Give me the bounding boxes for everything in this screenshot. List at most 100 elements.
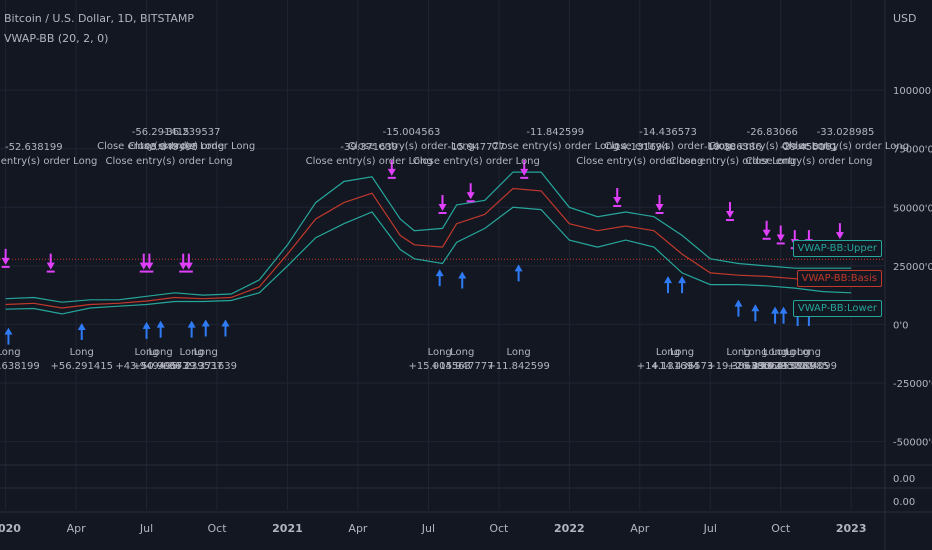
- close-value: -26.83066: [747, 127, 798, 138]
- x-tick-label: Apr: [67, 522, 87, 535]
- x-tick-label: Oct: [208, 522, 228, 535]
- indicator-title: VWAP-BB (20, 2, 0): [4, 32, 109, 45]
- long-entry-arrow: [751, 304, 760, 322]
- long-entry-arrow: [678, 276, 687, 294]
- close-value: -56.291415: [132, 127, 190, 138]
- long-entry-arrow: [435, 269, 444, 287]
- close-exit-arrow: [655, 195, 664, 211]
- close-label: Close entry(s) order Long: [669, 156, 796, 167]
- x-tick-label: Apr: [630, 522, 650, 535]
- close-exit-arrow: [438, 195, 447, 211]
- long-label: Long: [726, 347, 750, 358]
- series-line-vwap-bb-basis: [5, 187, 852, 309]
- close-label: Close entry(s) order Long: [745, 156, 872, 167]
- long-label: Long: [786, 347, 810, 358]
- long-label: Long: [743, 347, 767, 358]
- long-value: +50.90677: [133, 361, 189, 372]
- close-value: -15.004563: [383, 127, 441, 138]
- long-value: +14.436573: [651, 361, 713, 372]
- long-label: Long: [450, 347, 474, 358]
- close-label: Close entry(s) order Long: [348, 141, 475, 152]
- close-value: -39.371639: [340, 142, 398, 153]
- close-exit-arrow: [387, 159, 396, 176]
- close-value: -36.239537: [163, 127, 221, 138]
- close-label: Close entry(s) order Long: [782, 141, 909, 152]
- long-entry-arrow: [734, 299, 743, 317]
- series-line-vwap-bb-lower: [5, 206, 852, 315]
- x-tick-label: Jul: [139, 522, 153, 535]
- sub-pane-value: 0.00: [893, 497, 915, 508]
- long-entry-arrow: [142, 321, 151, 339]
- close-value: -14.131694: [611, 142, 669, 153]
- long-entry-arrow: [458, 271, 467, 289]
- close-label: Close entry(s) order Long: [106, 156, 233, 167]
- x-tick-label: 2022: [554, 522, 585, 535]
- long-value: +19.386386: [707, 361, 769, 372]
- close-exit-arrow: [139, 253, 148, 270]
- close-exit-arrow: [466, 183, 475, 200]
- long-label: Long: [134, 347, 158, 358]
- y-tick-label: 75000'0: [893, 145, 932, 156]
- close-exit-arrow: [1, 248, 10, 265]
- long-label: Long: [428, 347, 452, 358]
- close-value: -33.028985: [817, 127, 875, 138]
- long-label: Long: [771, 347, 795, 358]
- long-label: Long: [797, 347, 821, 358]
- legend-basis-tag: VWAP-BB:Basis: [796, 270, 882, 287]
- close-label: Close entry(s) order Long: [0, 156, 97, 167]
- x-tick-label: Oct: [771, 522, 791, 535]
- long-entry-arrow: [221, 319, 230, 337]
- close-label: Close entry(s) order Long: [97, 141, 224, 152]
- long-entry-arrow: [77, 323, 86, 340]
- symbol-title: Bitcoin / U.S. Dollar, 1D, BITSTAMP: [4, 12, 194, 25]
- long-label: Long: [70, 347, 94, 358]
- long-label: Long: [656, 347, 680, 358]
- long-value: +11.842599: [487, 361, 549, 372]
- long-value: +43.949495: [115, 361, 177, 372]
- x-tick-label: 2021: [272, 522, 303, 535]
- long-value: +29.929572: [744, 361, 806, 372]
- long-entry-arrow: [779, 306, 788, 324]
- x-tick-label: 2023: [836, 522, 867, 535]
- long-label: Long: [0, 347, 21, 358]
- legend-upper-tag: VWAP-BB:Upper: [792, 240, 882, 257]
- y-tick-label: 0'0: [893, 320, 908, 331]
- close-label: Close entry(s) order Long: [492, 141, 619, 152]
- close-label: Close entry(s) order Long: [576, 156, 703, 167]
- x-tick-label: 2020: [0, 522, 21, 535]
- long-label: Long: [506, 347, 530, 358]
- x-tick-label: Jul: [421, 522, 435, 535]
- long-value: +52.638199: [0, 361, 40, 372]
- close-label: Close entry(s) order Long: [413, 156, 540, 167]
- close-value: -43.949495: [140, 142, 198, 153]
- long-label: Long: [670, 347, 694, 358]
- long-label: Long: [180, 347, 204, 358]
- long-entry-arrow: [201, 319, 210, 337]
- long-value: +29.455161: [752, 361, 814, 372]
- close-value: -19.386386: [704, 142, 762, 153]
- long-label: Long: [763, 347, 787, 358]
- y-tick-label: 100000'0: [893, 86, 932, 97]
- close-value: -52.638199: [5, 142, 63, 153]
- close-exit-arrow: [184, 253, 193, 270]
- close-exit-arrow: [835, 223, 844, 240]
- long-value: +38.04099: [781, 361, 837, 372]
- close-exit-arrow: [145, 253, 154, 270]
- x-tick-label: Jul: [703, 522, 717, 535]
- close-value: -15.947777: [447, 142, 505, 153]
- close-exit-arrow: [613, 187, 622, 204]
- close-exit-arrow: [762, 220, 771, 237]
- long-value: +15.004563: [408, 361, 470, 372]
- long-value: +14.131694: [637, 361, 699, 372]
- x-tick-label: Apr: [348, 522, 368, 535]
- long-entry-arrow: [156, 320, 165, 338]
- y-tick-label: 50000'0: [893, 203, 932, 214]
- long-label: Long: [194, 347, 218, 358]
- x-tick-label: Oct: [489, 522, 509, 535]
- close-label: Close entry(s) order Long: [604, 141, 731, 152]
- long-value: +33.028985: [766, 361, 828, 372]
- long-entry-arrow: [4, 327, 13, 345]
- close-value: -29.455161: [780, 142, 838, 153]
- y-tick-label: 25000'0: [893, 262, 932, 273]
